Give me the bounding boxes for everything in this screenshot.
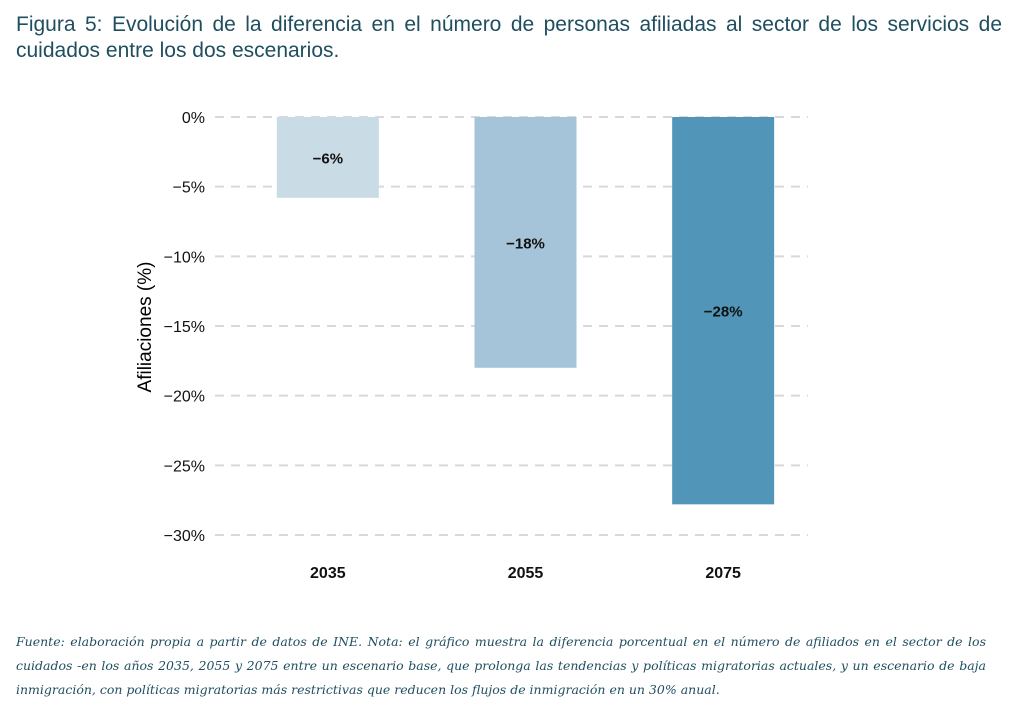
y-tick-labels: 0% −5% −10% −15% −20% −25% −30% xyxy=(164,110,205,545)
bars xyxy=(276,117,775,505)
bar-2075 xyxy=(672,117,775,505)
x-tick-label-2055: 2055 xyxy=(508,565,544,582)
bar-2035 xyxy=(276,117,379,198)
data-labels: −6% −18% −28% xyxy=(313,150,743,320)
x-tick-label-2075: 2075 xyxy=(705,565,741,582)
x-tick-label-2035: 2035 xyxy=(310,565,346,582)
y-tick-label: −10% xyxy=(164,249,205,266)
y-tick-label: −20% xyxy=(164,389,205,406)
data-label-2075: −28% xyxy=(704,304,743,321)
bar-2055 xyxy=(474,117,577,368)
y-tick-label: −25% xyxy=(164,458,205,475)
y-tick-label: −30% xyxy=(164,528,205,545)
source-note: Fuente: elaboración propia a partir de d… xyxy=(16,634,986,697)
y-tick-label: −5% xyxy=(173,180,205,197)
figure-caption: Figura 5: Evolución de la diferencia en … xyxy=(16,13,1002,62)
y-tick-label: −15% xyxy=(164,319,205,336)
data-label-2035: −6% xyxy=(313,150,343,167)
y-tick-label: 0% xyxy=(182,110,205,127)
data-label-2055: −18% xyxy=(506,235,545,252)
x-tick-labels: 2035 2055 2075 xyxy=(310,565,741,582)
y-axis-label: Afiliaciones (%) xyxy=(135,262,156,393)
bar-chart: 0% −5% −10% −15% −20% −25% −30% 2035 2055 2075 −… xyxy=(135,110,808,582)
